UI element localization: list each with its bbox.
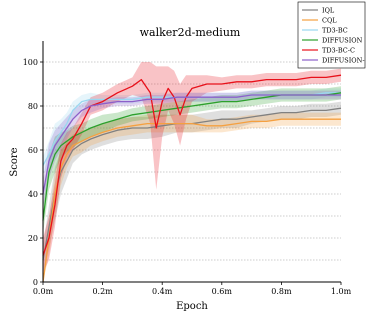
series-line-iql [42, 107, 342, 261]
band-diffusion [43, 86, 341, 234]
legend-label: IQL [322, 6, 335, 14]
series-line-diffusion- [42, 94, 341, 195]
legend-box [297, 1, 366, 69]
series-line-cql [42, 118, 341, 283]
x-axis-label: Epoch [176, 301, 208, 312]
band-td3-bc-c [43, 62, 341, 274]
x-ticks: 0.0m 0.2m 0.4m 0.6m 0.8m 1.0m [33, 282, 352, 296]
y-tick-label: 40 [28, 190, 38, 199]
band-td3-bc [43, 88, 341, 175]
legend-label: TD3-BC-C [322, 46, 355, 54]
legend-label: CQL [322, 16, 337, 24]
legend-label: TD3-BC [322, 26, 348, 34]
y-tick-label: 20 [28, 234, 38, 243]
x-tick-label: 0.4m [152, 287, 173, 296]
series-line-td3-bc-c [42, 74, 342, 256]
x-tick-label: 0.8m [271, 287, 292, 296]
x-tick-label: 1.0m [331, 287, 352, 296]
x-tick-label: 0.6m [212, 287, 233, 296]
x-tick-label: 0.0m [33, 287, 54, 296]
y-tick-label: 0 [33, 278, 38, 287]
y-tick-label: 80 [28, 102, 38, 111]
legend-label: DIFFUSION- [322, 56, 365, 64]
y-ticks: 0 20 40 60 80 100 [23, 58, 43, 287]
legend-label: DIFFUSION [322, 36, 363, 44]
chart-title: walker2d-medium [140, 26, 241, 39]
y-tick-label: 60 [28, 146, 38, 155]
y-axis-label: Score [9, 147, 20, 176]
legend: IQL CQL TD3-BC DIFFUSION TD3-BC-C DIFFUSION- [297, 1, 366, 69]
x-tick-label: 0.2m [92, 287, 113, 296]
confidence-bands [43, 62, 341, 282]
y-tick-label: 100 [23, 58, 38, 67]
series-lines [42, 74, 342, 283]
